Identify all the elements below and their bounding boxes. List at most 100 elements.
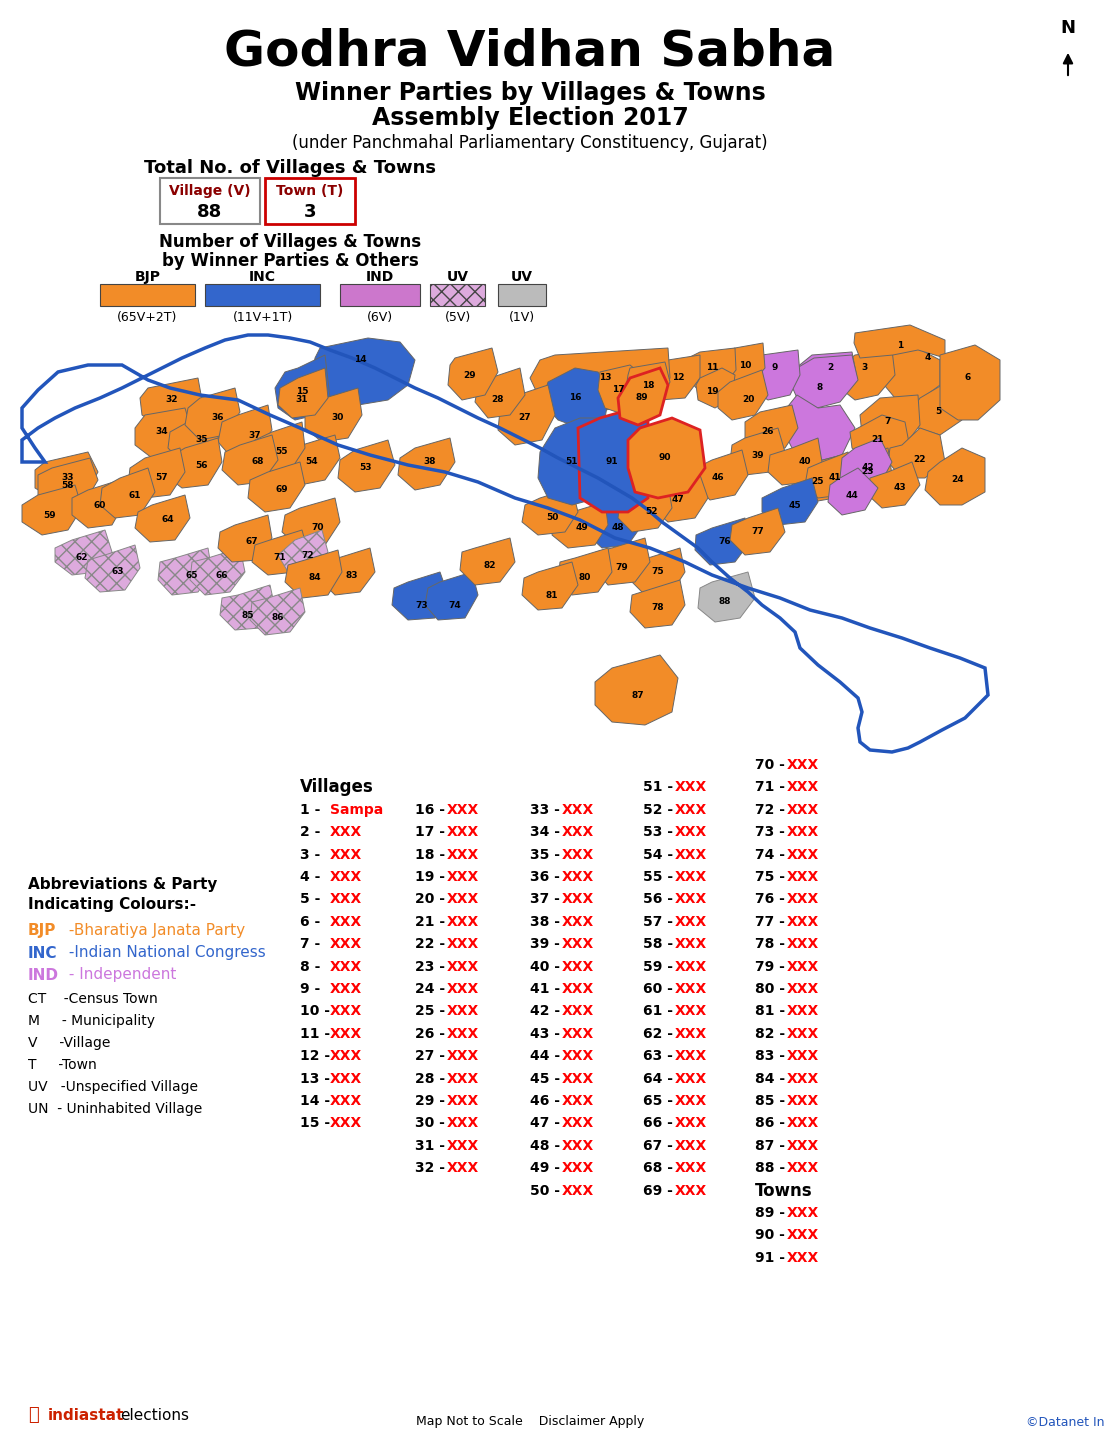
Polygon shape: [850, 415, 911, 463]
Polygon shape: [854, 326, 945, 357]
Text: XXX: XXX: [448, 1027, 480, 1040]
Text: 67 -: 67 -: [643, 1138, 673, 1153]
Text: 1: 1: [897, 340, 903, 350]
Text: XXX: XXX: [787, 1004, 819, 1019]
Text: XXX: XXX: [787, 892, 819, 906]
Polygon shape: [135, 496, 190, 542]
Polygon shape: [22, 486, 82, 535]
Text: 34: 34: [156, 428, 168, 437]
Text: (11V+1T): (11V+1T): [232, 311, 293, 324]
Text: Sampa: Sampa: [330, 803, 383, 817]
Text: Abbreviations & Party: Abbreviations & Party: [28, 878, 218, 892]
Text: 89: 89: [635, 393, 649, 402]
Text: XXX: XXX: [675, 1117, 707, 1130]
Text: 86 -: 86 -: [755, 1117, 785, 1130]
Text: XXX: XXX: [787, 1161, 819, 1176]
Text: XXX: XXX: [448, 915, 480, 929]
Text: 56 -: 56 -: [643, 892, 673, 906]
Text: XXX: XXX: [448, 981, 480, 996]
Text: N: N: [1061, 19, 1075, 37]
Text: 87: 87: [632, 690, 644, 699]
Polygon shape: [718, 343, 765, 385]
Text: 37: 37: [249, 431, 261, 440]
Text: XXX: XXX: [562, 1138, 594, 1153]
Text: IND: IND: [366, 269, 394, 284]
Text: Godhra Vidhan Sabha: Godhra Vidhan Sabha: [224, 27, 835, 76]
Polygon shape: [806, 452, 855, 499]
Polygon shape: [695, 450, 748, 500]
Text: 40 -: 40 -: [530, 960, 560, 974]
Text: 27: 27: [518, 414, 532, 422]
Polygon shape: [630, 548, 685, 595]
Text: 7 -: 7 -: [299, 937, 320, 951]
Text: 36: 36: [212, 414, 224, 422]
Text: (under Panchmahal Parliamentary Constituency, Gujarat): (under Panchmahal Parliamentary Constitu…: [292, 134, 768, 151]
Polygon shape: [278, 530, 328, 572]
Text: XXX: XXX: [787, 1251, 819, 1265]
Text: Number of Villages & Towns: Number of Villages & Towns: [159, 233, 421, 251]
Polygon shape: [85, 545, 140, 592]
Polygon shape: [698, 572, 755, 623]
Text: 38 -: 38 -: [530, 915, 560, 929]
Text: 14: 14: [354, 356, 367, 365]
Polygon shape: [222, 435, 278, 486]
Text: 63 -: 63 -: [643, 1049, 673, 1063]
Text: UV: UV: [446, 269, 469, 284]
Text: Indicating Colours:-: Indicating Colours:-: [28, 898, 196, 912]
Text: 84 -: 84 -: [755, 1072, 786, 1085]
Text: 8: 8: [817, 383, 823, 392]
Text: XXX: XXX: [562, 1183, 594, 1197]
Text: 49 -: 49 -: [530, 1161, 560, 1176]
Polygon shape: [338, 440, 394, 491]
Text: 24 -: 24 -: [415, 981, 445, 996]
Polygon shape: [285, 550, 343, 598]
Text: 32: 32: [166, 395, 178, 405]
Text: 83 -: 83 -: [755, 1049, 785, 1063]
Text: 75 -: 75 -: [755, 870, 785, 883]
Text: 9 -: 9 -: [299, 981, 320, 996]
Text: 33: 33: [62, 474, 74, 483]
Text: XXX: XXX: [675, 1049, 707, 1063]
Text: 39: 39: [751, 451, 765, 460]
Polygon shape: [718, 370, 768, 419]
Text: 48 -: 48 -: [530, 1138, 560, 1153]
FancyBboxPatch shape: [99, 284, 194, 305]
Polygon shape: [768, 438, 822, 486]
Text: XXX: XXX: [448, 1094, 480, 1108]
Polygon shape: [730, 428, 785, 476]
Text: 45 -: 45 -: [530, 1072, 560, 1085]
Text: 29 -: 29 -: [415, 1094, 445, 1108]
Text: 71: 71: [274, 553, 286, 562]
Polygon shape: [782, 395, 855, 463]
Text: 79: 79: [615, 563, 629, 572]
Polygon shape: [140, 378, 202, 428]
Polygon shape: [628, 418, 705, 499]
Polygon shape: [594, 656, 678, 725]
Text: XXX: XXX: [562, 892, 594, 906]
Polygon shape: [448, 347, 498, 401]
Text: XXX: XXX: [562, 1049, 594, 1063]
Polygon shape: [252, 422, 305, 473]
Text: XXX: XXX: [330, 915, 362, 929]
Text: Winner Parties by Villages & Towns: Winner Parties by Villages & Towns: [295, 81, 766, 105]
Text: 75: 75: [652, 568, 664, 576]
Polygon shape: [475, 367, 525, 418]
Polygon shape: [796, 352, 857, 405]
Text: XXX: XXX: [330, 847, 362, 862]
FancyBboxPatch shape: [160, 179, 260, 223]
Text: XXX: XXX: [562, 1094, 594, 1108]
Polygon shape: [275, 354, 330, 419]
Text: 61 -: 61 -: [643, 1004, 673, 1019]
Text: XXX: XXX: [448, 960, 480, 974]
Text: 18 -: 18 -: [415, 847, 445, 862]
Text: 50: 50: [546, 513, 558, 523]
Text: XXX: XXX: [675, 1161, 707, 1176]
Polygon shape: [168, 412, 220, 463]
Text: (5V): (5V): [444, 311, 471, 324]
Text: 88 -: 88 -: [755, 1161, 786, 1176]
Text: BJP: BJP: [28, 924, 56, 938]
Polygon shape: [578, 411, 648, 512]
Text: 35: 35: [196, 435, 208, 444]
Text: 81 -: 81 -: [755, 1004, 786, 1019]
Text: 7: 7: [885, 418, 892, 427]
